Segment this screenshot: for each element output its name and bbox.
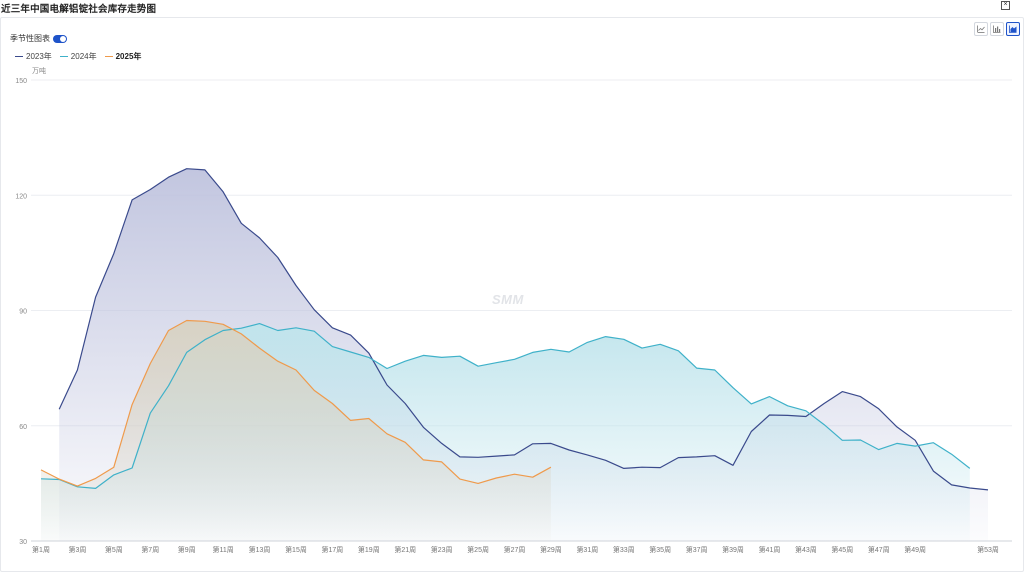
x-tick-label: 第43周 (795, 545, 817, 554)
y-axis-unit: 万吨 (32, 68, 46, 75)
x-tick-label: 第27周 (504, 545, 526, 554)
line-chart-button[interactable] (974, 22, 988, 36)
x-tick-label: 第29周 (540, 545, 562, 554)
legend-swatch-2025 (104, 55, 113, 58)
series-line-2023年 (58, 168, 989, 491)
x-tick-label: 第53周 (977, 545, 999, 554)
legend-item-2025[interactable]: 2025年 (104, 51, 142, 62)
seasonal-toggle-label: 季节性图表 (10, 34, 50, 43)
x-tick-label: 第15周 (285, 545, 307, 554)
y-tick-label: 60 (19, 424, 27, 431)
legend-label-2023: 2023年 (26, 52, 52, 61)
chart-legend: 2023年 2024年 2025年 (15, 51, 141, 62)
x-tick-label: 第39周 (722, 545, 744, 554)
x-tick-label: 第31周 (576, 545, 598, 554)
close-button[interactable]: × (1001, 1, 1010, 10)
x-tick-label: 第49周 (904, 545, 926, 554)
x-tick-label: 第21周 (394, 545, 416, 554)
watermark: SMM (492, 292, 524, 307)
seasonal-toggle-switch[interactable] (53, 34, 67, 43)
legend-label-2024: 2024年 (70, 52, 97, 61)
legend-item-2023[interactable]: 2023年 (15, 51, 52, 62)
area-chart-icon (1009, 25, 1017, 33)
bar-chart-icon (993, 25, 1001, 33)
x-tick-label: 第25周 (467, 545, 489, 554)
chart-title: 近三年中国电解铝锭社会库存走势图 (1, 4, 157, 15)
x-tick-label: 第19周 (358, 545, 380, 554)
legend-swatch-2023 (15, 55, 23, 58)
x-tick-label: 第41周 (759, 545, 781, 554)
series-line-2025年 (40, 319, 552, 487)
chart-view-switcher (974, 22, 1020, 36)
legend-swatch-2024 (59, 55, 68, 58)
line-chart-icon (977, 25, 985, 33)
y-tick-label: 150 (15, 78, 27, 85)
x-tick-label: 第17周 (321, 545, 343, 554)
x-tick-label: 第11周 (212, 545, 233, 554)
y-tick-label: 120 (15, 193, 27, 200)
legend-item-2024[interactable]: 2024年 (59, 51, 97, 62)
toggle-knob (60, 35, 66, 42)
area-chart-button[interactable] (1006, 22, 1020, 36)
x-tick-label: 第3周 (68, 545, 86, 554)
series-area-2025年 (41, 320, 551, 541)
y-tick-label: 90 (19, 309, 27, 316)
x-tick-label: 第33周 (613, 545, 635, 554)
x-tick-label: 第37周 (686, 545, 708, 554)
x-tick-label: 第45周 (831, 545, 853, 554)
x-tick-label: 第47周 (868, 545, 890, 554)
legend-label-2025: 2025年 (115, 52, 142, 61)
x-tick-label: 第35周 (649, 545, 671, 554)
x-tick-label: 第13周 (249, 545, 271, 554)
y-tick-label: 30 (19, 539, 27, 546)
x-tick-label: 第9周 (178, 545, 196, 554)
seasonal-toggle-row: 季节性图表 (10, 33, 67, 44)
x-tick-label: 第23周 (431, 545, 453, 554)
series-line-2024年 (40, 323, 971, 489)
bar-chart-button[interactable] (990, 22, 1004, 36)
x-tick-label: 第1周 (32, 545, 50, 554)
x-tick-label: 第7周 (141, 545, 159, 554)
x-tick-label: 第5周 (105, 545, 123, 554)
